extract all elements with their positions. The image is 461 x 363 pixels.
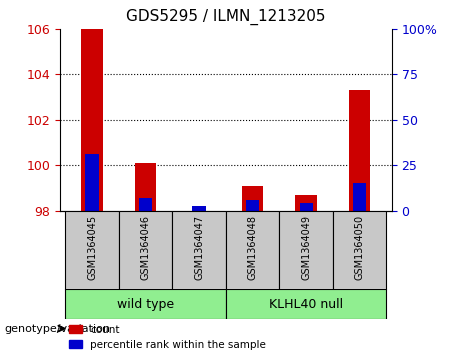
Bar [296, 195, 317, 211]
Text: GSM1364048: GSM1364048 [248, 215, 258, 280]
Bar [192, 206, 206, 211]
Bar [85, 154, 99, 211]
Text: GSM1364045: GSM1364045 [87, 215, 97, 280]
Bar [242, 185, 263, 211]
Text: KLHL40 null: KLHL40 null [269, 298, 343, 310]
Legend: count, percentile rank within the sample: count, percentile rank within the sample [65, 321, 270, 354]
Text: GSM1364049: GSM1364049 [301, 215, 311, 280]
Bar [349, 90, 371, 211]
Text: wild type: wild type [117, 298, 174, 310]
Bar [172, 211, 226, 290]
Text: genotype/variation: genotype/variation [5, 323, 111, 334]
Bar [81, 29, 103, 211]
Bar [226, 211, 279, 290]
Bar [226, 289, 386, 319]
Bar [65, 289, 226, 319]
Bar [279, 211, 333, 290]
Text: GSM1364047: GSM1364047 [194, 215, 204, 280]
Bar [139, 198, 152, 211]
Bar [119, 211, 172, 290]
Bar [353, 183, 366, 211]
Text: GSM1364050: GSM1364050 [355, 215, 365, 280]
Bar [65, 211, 119, 290]
Bar [333, 211, 386, 290]
Text: GSM1364046: GSM1364046 [141, 215, 151, 280]
Title: GDS5295 / ILMN_1213205: GDS5295 / ILMN_1213205 [126, 9, 325, 25]
Bar [246, 200, 260, 211]
Bar [135, 163, 156, 211]
Bar [300, 203, 313, 211]
